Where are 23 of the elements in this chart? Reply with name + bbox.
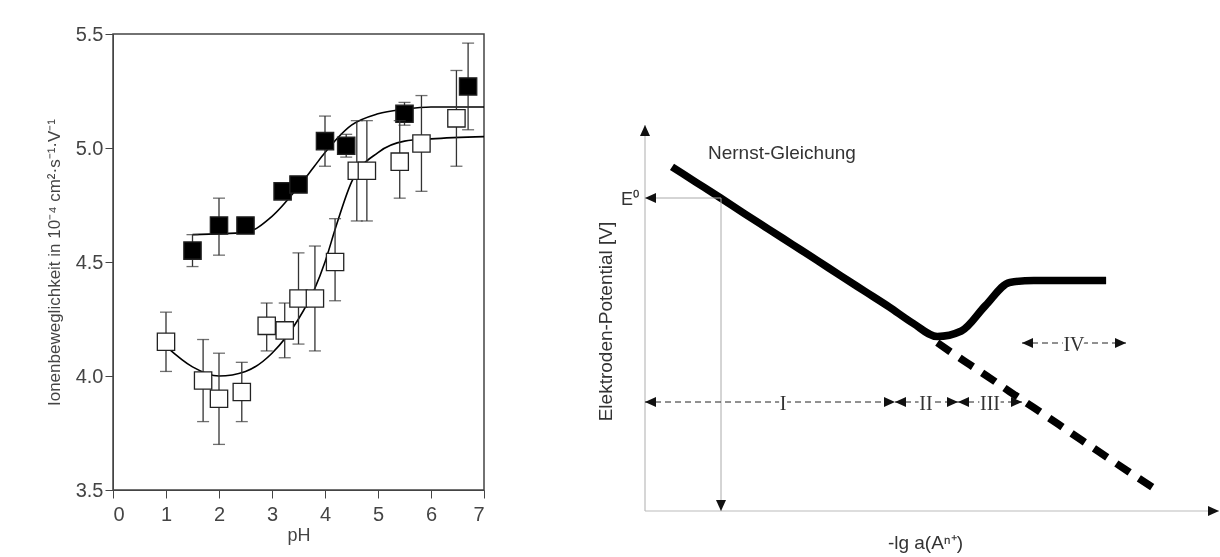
- x-tick-label: 7: [473, 502, 485, 525]
- y-tick-label: 3.5: [75, 478, 104, 501]
- y-tick-label: 5.5: [75, 22, 104, 45]
- y-tick-label: 4.5: [75, 250, 104, 273]
- annotation: III: [980, 392, 1000, 414]
- text: E⁰: [620, 189, 640, 209]
- y-tick-label: 5.0: [75, 136, 104, 159]
- x-tick-label: 2: [213, 502, 226, 525]
- annotation: IV: [1063, 333, 1086, 355]
- y-axis-title: Elektroden-Potential [V]: [594, 221, 616, 422]
- x-tick-label: 0: [113, 502, 125, 525]
- y-axis-title: Ionenbeweglichkeit in 10⁻⁴ cm²·s⁻¹·V⁻¹: [44, 118, 64, 407]
- x-tick-label: 4: [319, 502, 332, 525]
- y-tick-label: 4.0: [75, 364, 104, 387]
- x-axis-title: -lg a(Aⁿ⁺): [887, 531, 964, 553]
- x-axis-title: pH: [287, 524, 311, 545]
- annotation: I: [779, 392, 787, 414]
- x-tick-label: 3: [266, 502, 279, 525]
- x-tick-label: 5: [372, 502, 385, 525]
- x-tick-label: 6: [425, 502, 438, 525]
- text: Nernst-Gleichung: [708, 142, 856, 163]
- x-tick-label: 1: [160, 502, 173, 525]
- annotation: II: [919, 392, 933, 414]
